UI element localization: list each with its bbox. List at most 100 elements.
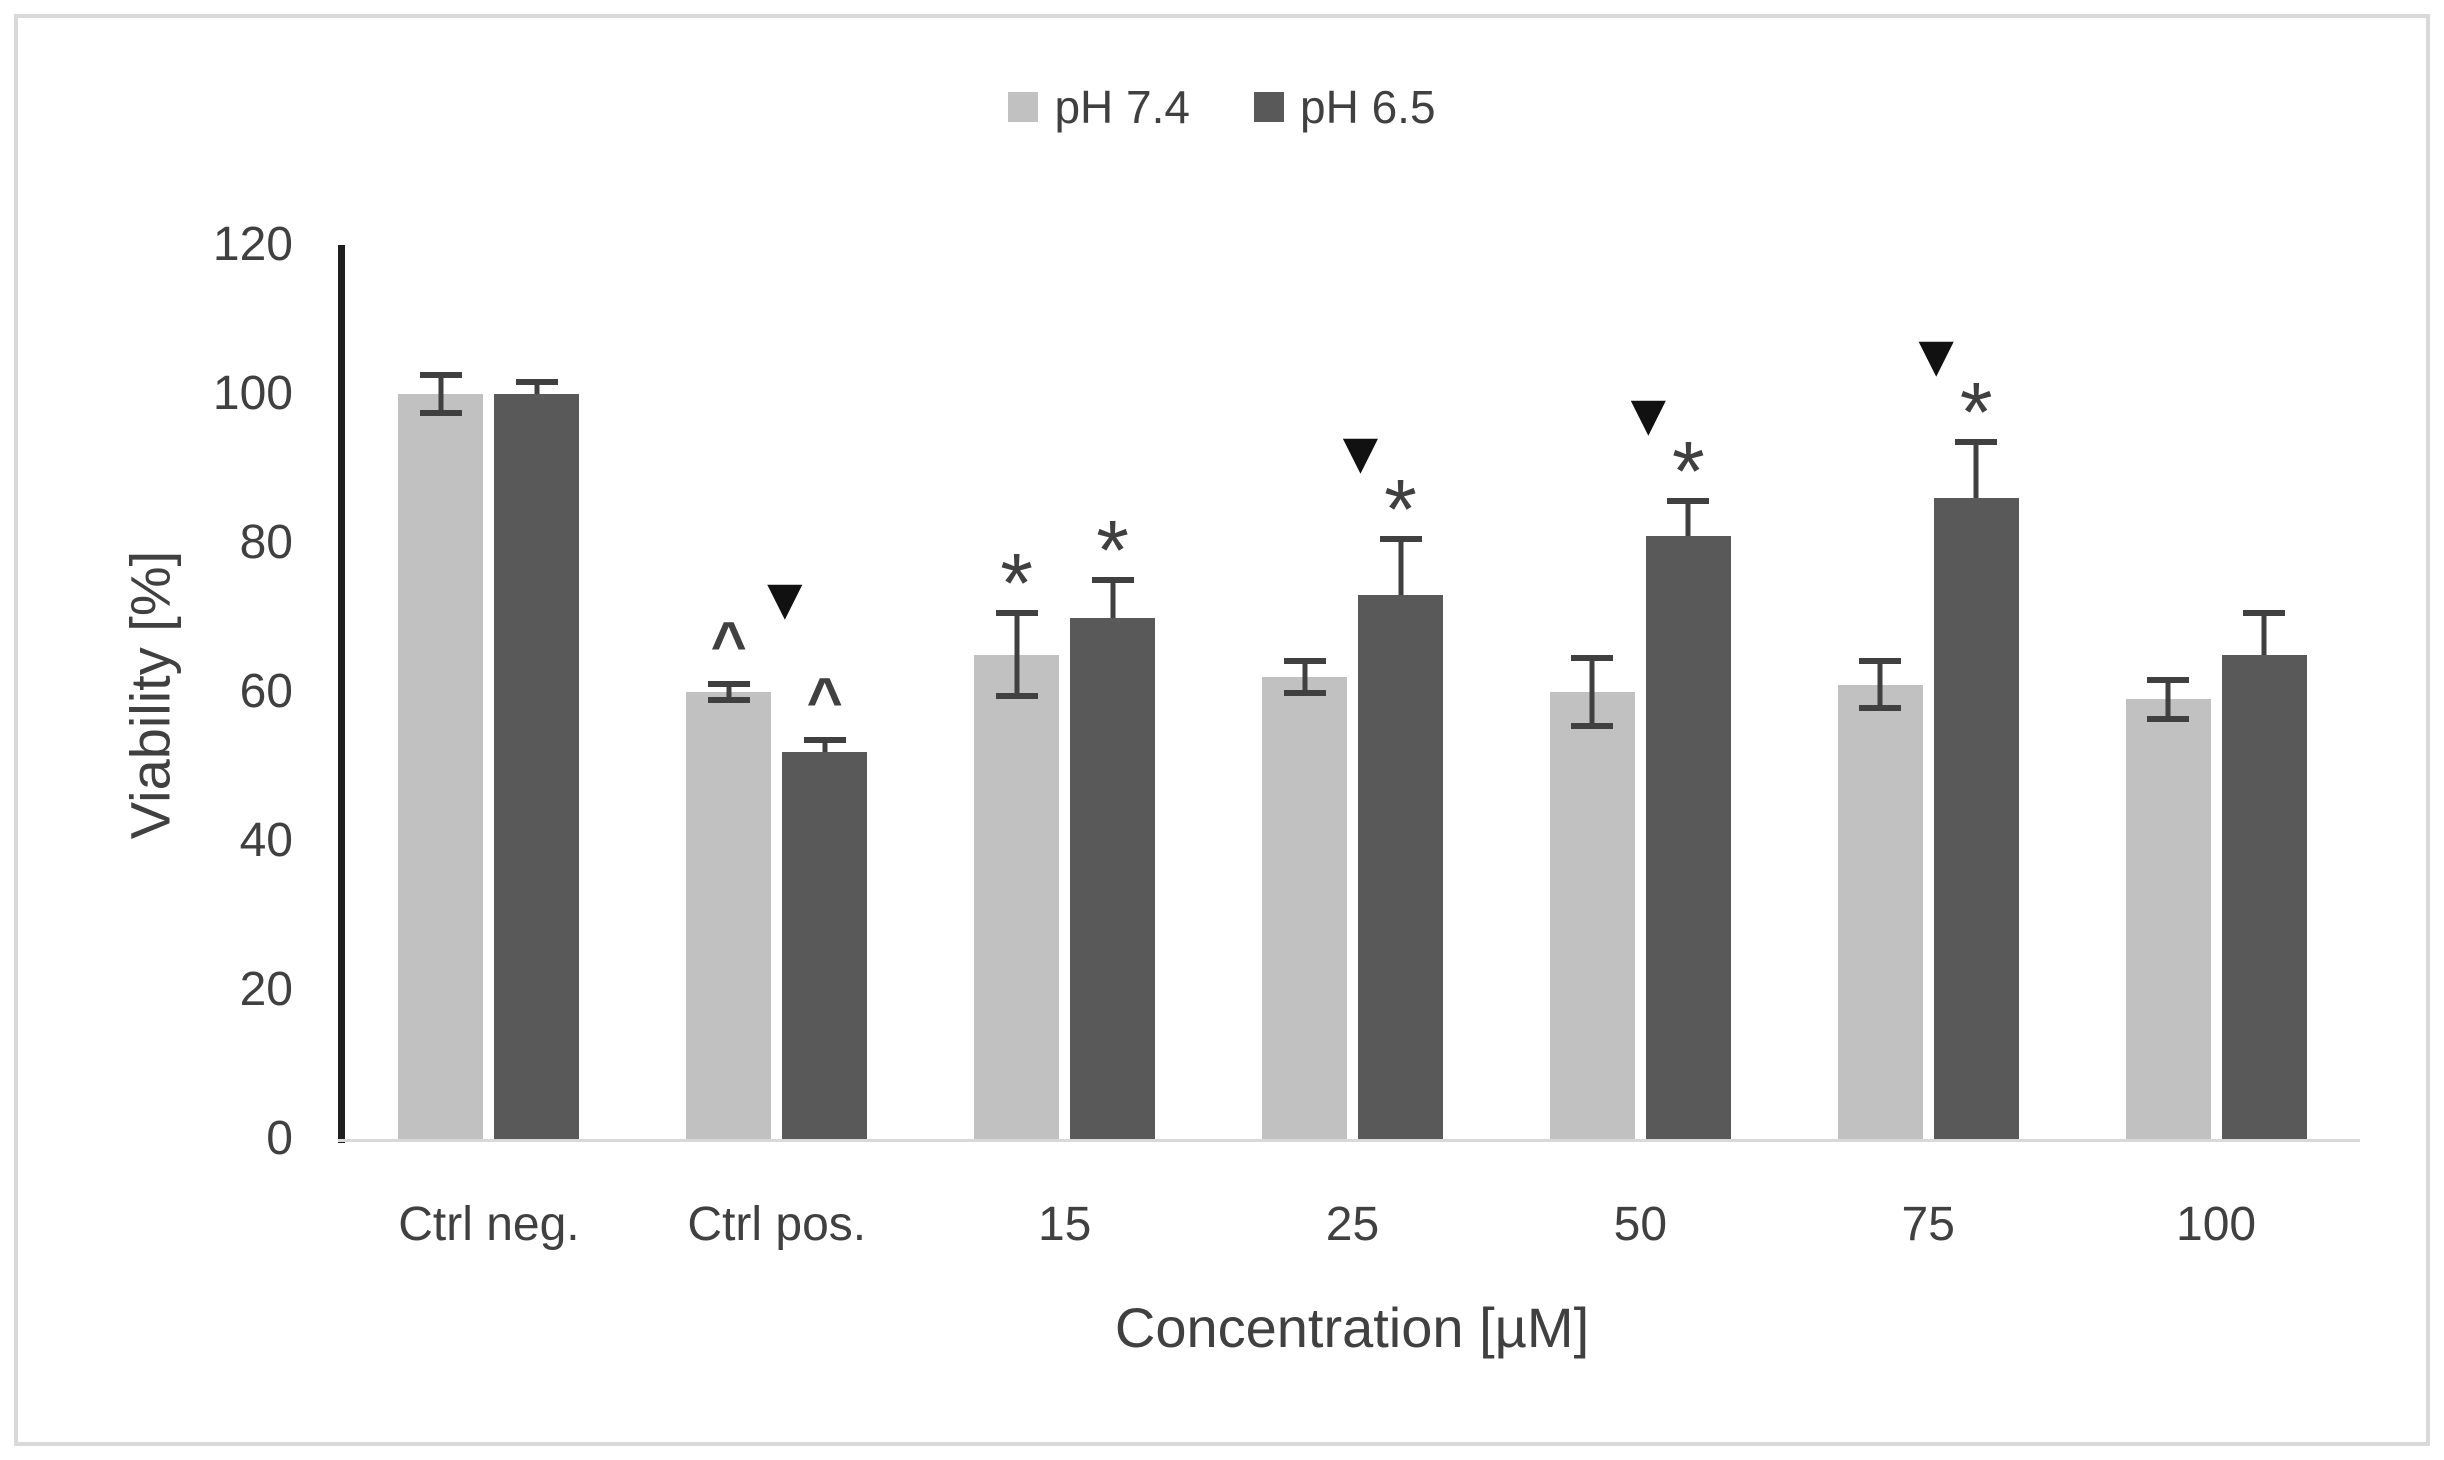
- error-bar-cap-top: [2243, 610, 2286, 617]
- y-tick-label: 80: [239, 516, 293, 569]
- category-label: 50: [1613, 1198, 1668, 1251]
- x-axis-line: [338, 1139, 2360, 1142]
- category-group: * * 15: [921, 245, 1209, 1251]
- legend-swatch-icon: [1008, 92, 1039, 122]
- legend-item: pH 7.4: [1008, 80, 1190, 134]
- category-label: 15: [1037, 1198, 1092, 1251]
- bar-ph-6.5: [1070, 617, 1156, 1139]
- error-bar: [822, 736, 828, 752]
- annotation-triangle-icon: ▼: [1618, 381, 1679, 449]
- annotation-asterisk: *: [1096, 502, 1129, 597]
- annotation-asterisk: *: [1384, 461, 1417, 556]
- bar-ph-7.4: [1549, 692, 1635, 1139]
- bar-slot: ^: [686, 245, 772, 1139]
- annotation-asterisk: *: [1672, 424, 1705, 519]
- bar-ph-7.4: [686, 692, 772, 1139]
- annotation-asterisk: *: [1000, 536, 1033, 631]
- bar-groups: Ctrl neg. ^ ^ ▼ Ctrl pos. * * 15 * ▼ 25 * ▼ 50 * ▼ 75 100: [345, 245, 2360, 1251]
- y-tick-label: 40: [239, 814, 293, 867]
- error-bar-cap-top: [1667, 498, 1710, 505]
- error-bar: [1302, 658, 1307, 696]
- bar-slot: [1262, 245, 1347, 1139]
- bar-ph-6.5: [1645, 535, 1731, 1139]
- error-bar-cap-top: [1283, 658, 1326, 665]
- bar-ph-6.5: [1358, 595, 1443, 1139]
- bar-ph-6.5: [782, 751, 868, 1139]
- error-bar-cap-bottom: [707, 697, 750, 704]
- x-axis-title: Concentration [µM]: [1114, 1296, 1590, 1359]
- y-axis-line: [338, 245, 345, 1143]
- annotation-asterisk: *: [1959, 364, 1993, 459]
- category-group: * ▼ 75: [1784, 245, 2072, 1251]
- error-bar-cap-bottom: [1859, 704, 1902, 711]
- plot-area: 0 20 40 60 80 100 120 Ctrl neg. ^ ^ ▼ Ctrl pos. * * 1…: [213, 221, 2360, 1251]
- error-bar: [1110, 576, 1116, 618]
- bar-slot: [2221, 245, 2307, 1139]
- error-bar-cap-top: [2147, 677, 2190, 684]
- error-bar-cap-top: [1379, 535, 1422, 542]
- legend-item: pH 6.5: [1254, 80, 1436, 134]
- error-bar: [534, 379, 540, 394]
- category-label: Ctrl pos.: [687, 1198, 867, 1251]
- bar-slot: * ▼: [1331, 245, 1443, 1139]
- bar-slot: *: [974, 245, 1060, 1139]
- y-tick-label: 60: [239, 665, 293, 718]
- error-bar: [726, 680, 732, 704]
- error-bar-cap-bottom: [1571, 723, 1614, 730]
- bar-ph-6.5: [1933, 498, 2019, 1139]
- category-group: 100: [2072, 245, 2360, 1251]
- annotation-caret: ^: [806, 665, 843, 735]
- annotation-triangle-icon: ▼: [1330, 418, 1391, 486]
- y-tick-label: 0: [266, 1112, 293, 1165]
- error-bar: [2165, 677, 2171, 722]
- category-label: 100: [2176, 1198, 2257, 1251]
- bar-ph-7.4: [2125, 699, 2211, 1139]
- error-bar-cap-bottom: [1283, 689, 1326, 696]
- bar-slot: ^ ▼: [755, 245, 868, 1139]
- bar-slot: [2125, 245, 2211, 1139]
- bar-slot: [494, 245, 580, 1139]
- bar-slot: * ▼: [1619, 245, 1731, 1139]
- legend-label: pH 7.4: [1054, 81, 1190, 133]
- error-bar-cap-bottom: [995, 693, 1038, 700]
- bar-ph-6.5: [494, 394, 580, 1139]
- category-group: * ▼ 25: [1209, 245, 1497, 1251]
- error-bar: [1014, 610, 1020, 700]
- y-tick-label: 20: [239, 963, 293, 1016]
- legend-label: pH 6.5: [1300, 81, 1436, 133]
- annotation-caret: ^: [710, 609, 747, 679]
- category-label: 75: [1901, 1198, 1955, 1251]
- error-bar-cap-bottom: [2147, 715, 2190, 722]
- error-bar: [2261, 610, 2267, 655]
- bar-ph-7.4: [1837, 684, 1923, 1139]
- error-bar-cap-top: [1091, 576, 1134, 583]
- error-bar-cap-top: [995, 610, 1038, 617]
- bar-ph-6.5: [2221, 654, 2307, 1139]
- error-bar-cap-bottom: [419, 410, 462, 417]
- bar-ph-7.4: [974, 654, 1060, 1139]
- error-bar: [1398, 535, 1403, 596]
- annotation-triangle-icon: ▼: [755, 564, 815, 632]
- error-bar: [1877, 658, 1883, 711]
- category-group: Ctrl neg.: [345, 245, 633, 1251]
- bar-slot: [1549, 245, 1635, 1139]
- error-bar: [1589, 654, 1595, 730]
- error-bar-cap-top: [515, 379, 558, 386]
- annotation-triangle-icon: ▼: [1906, 321, 1966, 389]
- error-bar-cap-top: [803, 736, 846, 743]
- error-bar: [438, 371, 444, 417]
- error-bar: [1973, 438, 1979, 499]
- category-group: ^ ^ ▼ Ctrl pos.: [633, 245, 921, 1251]
- y-axis-title: Viability [%]: [118, 550, 182, 840]
- bar-slot: *: [1070, 245, 1156, 1139]
- category-label: Ctrl neg.: [398, 1198, 580, 1251]
- error-bar: [1685, 498, 1691, 536]
- category-group: * ▼ 50: [1496, 245, 1784, 1251]
- bar-ph-7.4: [1262, 677, 1347, 1139]
- error-bar-cap-top: [1955, 438, 1998, 445]
- bar-slot: * ▼: [1907, 245, 2019, 1139]
- error-bar-cap-top: [1859, 658, 1902, 665]
- bar-slot: [398, 245, 484, 1139]
- legend: pH 7.4 pH 6.5: [0, 80, 2444, 134]
